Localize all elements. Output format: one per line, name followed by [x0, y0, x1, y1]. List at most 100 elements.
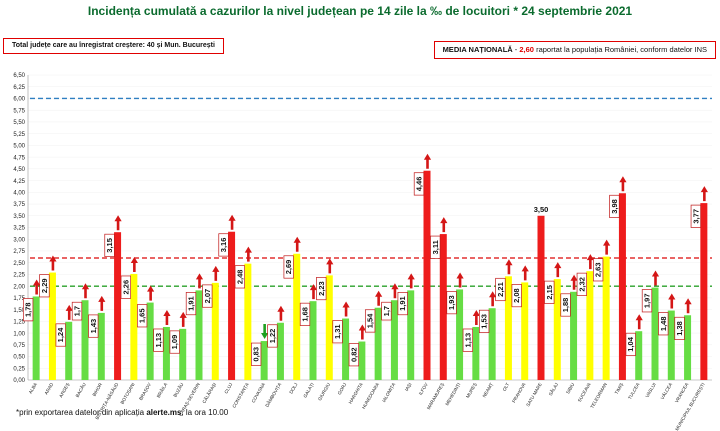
- category-label: VRANCEA: [674, 381, 690, 404]
- value-label: 2,32: [577, 277, 586, 292]
- value-label-box: [641, 289, 653, 313]
- bar: [570, 291, 578, 380]
- value-label-box: [625, 332, 636, 356]
- trend-up-arrow-icon: [586, 254, 594, 270]
- trend-up-arrow-icon: [33, 279, 41, 295]
- value-label: 2,21: [496, 282, 505, 297]
- value-label: 1,24: [56, 327, 65, 342]
- trend-up-arrow-icon: [81, 283, 90, 299]
- trend-down-arrow-icon: [261, 324, 269, 340]
- value-label: 1,13: [154, 333, 163, 348]
- y-tick-label: 3,50: [13, 214, 25, 220]
- y-tick-label: 5,00: [13, 144, 25, 150]
- trend-up-arrow-icon: [407, 273, 415, 289]
- value-label: 1,88: [561, 298, 570, 313]
- y-tick-label: 0,75: [13, 343, 25, 349]
- category-label: MARAMUREȘ: [426, 382, 445, 410]
- trend-up-arrow-icon: [309, 284, 318, 300]
- value-label-box: [283, 255, 294, 279]
- trend-up-arrow-icon: [342, 301, 350, 317]
- category-label: BRĂILA: [155, 381, 169, 399]
- value-label-box: [250, 342, 262, 366]
- bar: [325, 275, 333, 380]
- value-label: 0,83: [252, 347, 261, 362]
- bar: [32, 296, 40, 380]
- category-label: ILFOV: [418, 381, 429, 396]
- value-label: 1,78: [24, 302, 33, 317]
- value-label-box: [169, 330, 180, 354]
- bar: [407, 290, 415, 380]
- national-average-label: MEDIA NAȚIONALĂ: [442, 45, 513, 54]
- bar: [244, 263, 252, 380]
- bar: [81, 300, 89, 380]
- trend-up-arrow-icon: [326, 258, 334, 274]
- category-label: MEHEDINȚI: [444, 382, 461, 406]
- y-tick-label: 2,50: [13, 261, 25, 267]
- value-label-box: [22, 298, 34, 322]
- category-label: TELEORMAN: [589, 382, 608, 409]
- trend-up-arrow-icon: [147, 285, 155, 301]
- category-label: BIHOR: [92, 381, 104, 397]
- trend-up-arrow-icon: [358, 324, 366, 340]
- category-label: BRAȘOV: [138, 381, 152, 401]
- footnote-prefix: *prin exportarea datelor din aplicația: [16, 408, 147, 417]
- trend-up-arrow-icon: [391, 283, 399, 299]
- value-label-box: [332, 320, 343, 344]
- y-tick-label: 4,25: [13, 179, 25, 185]
- value-label: 1,68: [301, 307, 310, 322]
- y-tick-label: 4,00: [13, 191, 25, 197]
- category-label: VASLUI: [645, 382, 657, 398]
- y-tick-label: 2,25: [13, 273, 25, 279]
- trend-up-arrow-icon: [423, 153, 432, 169]
- value-label: 3,98: [610, 199, 619, 214]
- value-label-box: [364, 309, 376, 333]
- category-label: IAȘI: [404, 382, 413, 392]
- value-label: 2,69: [284, 260, 293, 275]
- category-label: MUNICIPIUL BUCUREȘTI: [674, 382, 705, 431]
- value-label-box: [202, 284, 213, 308]
- trend-up-arrow-icon: [244, 246, 252, 262]
- value-label-box: [478, 309, 490, 333]
- category-label: TIMIȘ: [614, 382, 624, 395]
- value-label-box: [413, 172, 425, 196]
- value-label-box: [299, 302, 311, 326]
- category-label: CLUJ: [223, 382, 233, 394]
- trend-up-arrow-icon: [603, 239, 611, 255]
- y-tick-label: 0,25: [13, 366, 25, 372]
- bar: [114, 232, 122, 380]
- value-label: 3,15: [105, 238, 114, 253]
- value-label: 1,54: [366, 313, 375, 328]
- bar: [472, 326, 480, 380]
- trend-up-arrow-icon: [277, 305, 285, 321]
- bar: [228, 231, 236, 380]
- value-label-box: [609, 194, 620, 218]
- category-label: OLT: [502, 382, 511, 392]
- value-label-box: [381, 301, 392, 321]
- y-tick-label: 3,75: [13, 202, 25, 208]
- value-label: 1,91: [187, 296, 196, 311]
- value-label: 2,15: [545, 285, 554, 300]
- bar: [456, 289, 464, 380]
- y-tick-label: 6,25: [13, 85, 25, 91]
- bar: [602, 256, 610, 380]
- value-label-box: [39, 274, 50, 298]
- category-label: CONSTANȚA: [231, 381, 250, 409]
- value-label-box: [136, 304, 148, 328]
- trend-up-arrow-icon: [521, 265, 529, 281]
- bar: [309, 301, 317, 380]
- category-label: HARGHITA: [348, 381, 364, 405]
- national-average-box: MEDIA NAȚIONALĂ - 2,60 raportat la popul…: [433, 41, 716, 59]
- value-label: 3,77: [691, 209, 700, 224]
- bar: [651, 287, 659, 380]
- category-label: BUZĂU: [172, 382, 185, 398]
- bar: [276, 322, 284, 380]
- bar: [439, 234, 447, 380]
- value-label: 2,26: [121, 280, 130, 295]
- category-label: CĂLĂRAȘI: [201, 382, 218, 405]
- category-label: SATU MARE: [525, 382, 543, 407]
- bar: [684, 315, 692, 380]
- chart-title: Incidența cumulată a cazurilor la nivel …: [87, 4, 633, 18]
- y-tick-label: 2,00: [13, 284, 25, 290]
- category-label: ARGEȘ: [58, 382, 70, 398]
- category-label: TULCEA: [627, 381, 641, 400]
